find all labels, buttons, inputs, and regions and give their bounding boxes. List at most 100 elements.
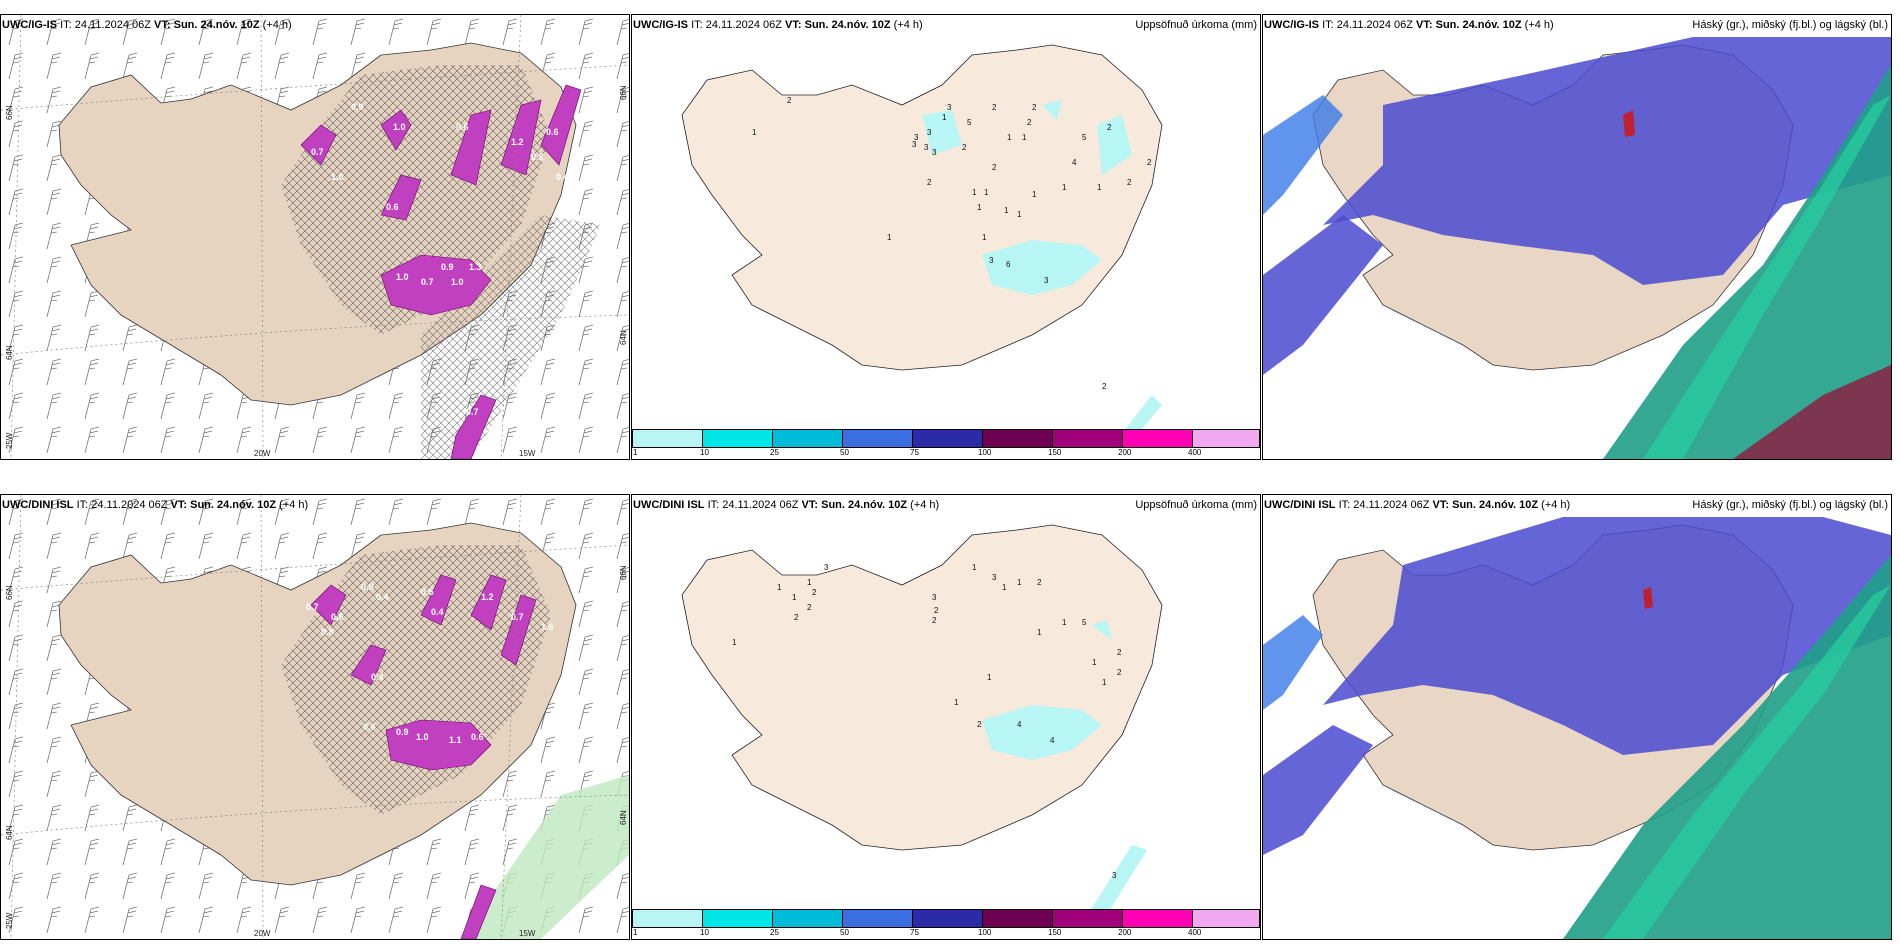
precip-label: 2 bbox=[1037, 578, 1042, 587]
colorbar-swatch bbox=[982, 429, 1053, 448]
panel-top-left: UWC/IG-IS IT: 24.11.2024 06Z VT: Sun. 24… bbox=[0, 14, 630, 460]
colorbar-tick: 100 bbox=[978, 928, 992, 937]
snow-label: 1.0 bbox=[416, 732, 429, 742]
panel-bottom-right: UWC/DINI ISL IT: 24.11.2024 06Z VT: Sun.… bbox=[1262, 494, 1892, 940]
colorbar-swatch bbox=[1122, 429, 1193, 448]
precip-label: 2 bbox=[927, 178, 932, 187]
precip-label: 3 bbox=[932, 148, 937, 157]
colorbar-swatch bbox=[702, 909, 773, 928]
colorbar-swatch bbox=[912, 429, 983, 448]
colorbar: 1 10 25 50 75 100 150 200 400 bbox=[632, 429, 1260, 459]
panel-title: Uppsöfnuð úrkoma (mm) bbox=[1135, 499, 1257, 511]
precip-label: 3 bbox=[992, 573, 997, 582]
colorbar-swatch bbox=[912, 909, 983, 928]
precip-label: 1 bbox=[1062, 618, 1067, 627]
snow-label: 0.4 bbox=[556, 172, 569, 182]
lat-label-64n: 64N bbox=[5, 825, 14, 840]
colorbar: 1 10 25 50 75 100 150 200 400 bbox=[632, 909, 1260, 939]
precip-label: 2 bbox=[1102, 382, 1107, 391]
lon-label-15w: 15W bbox=[519, 929, 536, 938]
precip-label: 2 bbox=[1127, 178, 1132, 187]
precip-label: 2 bbox=[1117, 668, 1122, 677]
precip-label: 1 bbox=[1007, 133, 1012, 142]
lon-label-25w: 25W bbox=[5, 432, 14, 449]
precip-label: 5 bbox=[967, 118, 972, 127]
colorbar-tick: 10 bbox=[700, 928, 709, 937]
map-wind-snow-top[interactable]: 0.7 0.9 0.6 1.0 0.7 0.6 0.9 1.0 1.3 1.2 … bbox=[1, 15, 629, 459]
snow-label: 1.0 bbox=[451, 277, 464, 287]
colorbar-tick: 200 bbox=[1118, 928, 1132, 937]
colorbar-swatch bbox=[702, 429, 773, 448]
snow-label: 1.1 bbox=[449, 735, 462, 745]
precip-value-labels: 2 1 1 3 3 5 3 2 2 3 3 3 2 1 1 5 2 2 4 1 … bbox=[752, 96, 1152, 391]
precip-label: 1 bbox=[942, 113, 947, 122]
precip-label: 2 bbox=[794, 613, 799, 622]
snow-label: 1.0 bbox=[396, 272, 409, 282]
precip-label: 2 bbox=[977, 720, 982, 729]
lat-label-66n: 66N bbox=[5, 585, 14, 600]
snow-label: 0.7 bbox=[306, 602, 319, 612]
colorbar-tick: 1 bbox=[633, 448, 638, 457]
map-clouds-top[interactable] bbox=[1263, 15, 1891, 459]
precip-label: 1 bbox=[972, 563, 977, 572]
precip-label: 1 bbox=[982, 233, 987, 242]
colorbar-tick: 1 bbox=[633, 928, 638, 937]
precip-label: 1 bbox=[1102, 678, 1107, 687]
precip-label: 3 bbox=[989, 256, 994, 265]
colorbar-tick: 200 bbox=[1118, 448, 1132, 457]
snow-label: 1.2 bbox=[481, 592, 494, 602]
snow-label: 0.4 bbox=[371, 672, 384, 682]
precip-label: 2 bbox=[992, 103, 997, 112]
precip-label: 5 bbox=[1082, 618, 1087, 627]
lat-label-66n: 66N bbox=[5, 105, 14, 120]
precip-label: 1 bbox=[1002, 583, 1007, 592]
colorbar-swatch bbox=[1052, 909, 1123, 928]
precip-label: 2 bbox=[962, 143, 967, 152]
precip-label: 1 bbox=[1097, 183, 1102, 192]
map-clouds-bottom[interactable] bbox=[1263, 495, 1891, 939]
precip-label: 1 bbox=[1032, 190, 1037, 199]
precip-label: 3 bbox=[927, 128, 932, 137]
lon-label-20w: 20W bbox=[254, 929, 271, 938]
lon-label-20w: 20W bbox=[254, 449, 271, 458]
precip-label: 3 bbox=[824, 563, 829, 572]
snow-label: 0.6 bbox=[546, 127, 559, 137]
snow-value-labels: 0.7 0.9 0.8 0.6 0.4 0.9 0.6 0.4 1.0 1.1 … bbox=[306, 582, 554, 745]
panel-title: Háský (gr.), miðský (fj.bl.) og lágský (… bbox=[1692, 499, 1888, 511]
snow-label: 0.7 bbox=[311, 147, 324, 157]
precip-label: 1 bbox=[807, 578, 812, 587]
iceland-landmass bbox=[681, 44, 1163, 371]
snow-label: 0.9 bbox=[396, 727, 409, 737]
snow-label: 0.9 bbox=[351, 102, 364, 112]
snow-label: 1.3 bbox=[469, 262, 482, 272]
colorbar-swatch bbox=[842, 909, 913, 928]
high-cloud-field bbox=[1603, 65, 1891, 459]
precip-label: 1 bbox=[1004, 206, 1009, 215]
precip-label: 2 bbox=[807, 603, 812, 612]
snow-label: 0.9 bbox=[441, 262, 454, 272]
snow-label: 0.6 bbox=[456, 122, 469, 132]
mid-cloud-field bbox=[1323, 37, 1891, 285]
panel-header: UWC/IG-IS IT: 24.11.2024 06Z VT: Sun. 24… bbox=[1264, 19, 1554, 31]
precip-label: 4 bbox=[1050, 736, 1055, 745]
colorbar-swatch bbox=[1052, 429, 1123, 448]
colorbar-swatch bbox=[1122, 909, 1193, 928]
map-wind-snow-bottom[interactable]: 0.7 0.9 0.8 0.6 0.4 0.9 0.6 0.4 1.0 1.1 … bbox=[1, 495, 629, 939]
precip-label: 2 bbox=[1027, 118, 1032, 127]
colorbar-tick: 50 bbox=[840, 448, 849, 457]
colorbar-swatch bbox=[1192, 909, 1260, 928]
colorbar-tick: 400 bbox=[1188, 928, 1202, 937]
precip-label: 2 bbox=[1032, 103, 1037, 112]
precip-label: 1 bbox=[984, 188, 989, 197]
precip-label: 3 bbox=[947, 103, 952, 112]
map-precip-bottom[interactable]: 1 1 1 3 1 2 2 2 3 2 2 3 1 1 5 1 1 2 1 2 … bbox=[632, 495, 1260, 939]
high-cloud-field bbox=[1563, 555, 1891, 939]
precip-label: 6 bbox=[1006, 260, 1011, 269]
precip-label: 3 bbox=[912, 140, 917, 149]
map-precip-top[interactable]: 2 1 1 3 3 5 3 2 2 3 3 3 2 1 1 5 2 2 4 1 … bbox=[632, 15, 1260, 459]
colorbar-tick: 150 bbox=[1048, 448, 1062, 457]
panel-header: UWC/DINI ISL IT: 24.11.2024 06Z VT: Sun.… bbox=[633, 499, 940, 511]
lat-label-66n-right: 66N bbox=[619, 85, 628, 100]
colorbar-swatch bbox=[1192, 429, 1260, 448]
snow-label: 0.7 bbox=[421, 277, 434, 287]
